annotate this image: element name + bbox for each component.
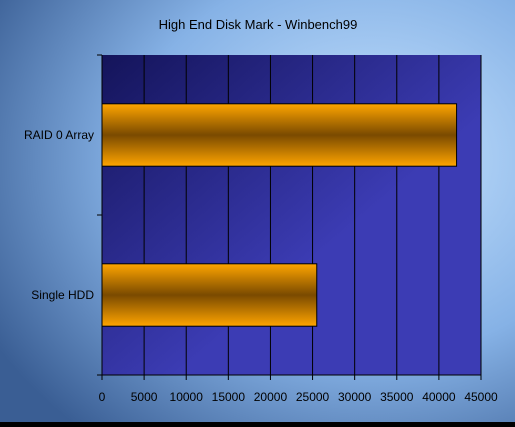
category-label: RAID 0 Array — [24, 128, 94, 142]
x-tick-label: 45000 — [464, 390, 498, 404]
plot-area — [102, 55, 481, 375]
x-tick-label: 30000 — [338, 390, 372, 404]
x-tick-label: 20000 — [254, 390, 288, 404]
x-tick-labels: 0 5000 10000 15000 20000 25000 30000 35000 40000… — [99, 390, 498, 404]
chart-title: High End Disk Mark - Winbench99 — [159, 17, 358, 32]
x-tick-label: 10000 — [170, 390, 204, 404]
axes — [97, 54, 482, 380]
bar — [101, 263, 318, 327]
bar — [101, 103, 458, 167]
x-tick-label: 0 — [99, 390, 106, 404]
x-tick-label: 35000 — [380, 390, 414, 404]
x-tick-label: 40000 — [422, 390, 456, 404]
category-label: Single HDD — [31, 288, 94, 302]
x-tick-label: 15000 — [212, 390, 246, 404]
x-tick-label: 25000 — [296, 390, 330, 404]
x-tick-label: 5000 — [131, 390, 158, 404]
bars — [101, 103, 458, 327]
y-category-labels: RAID 0 Array Single HDD — [24, 128, 94, 302]
